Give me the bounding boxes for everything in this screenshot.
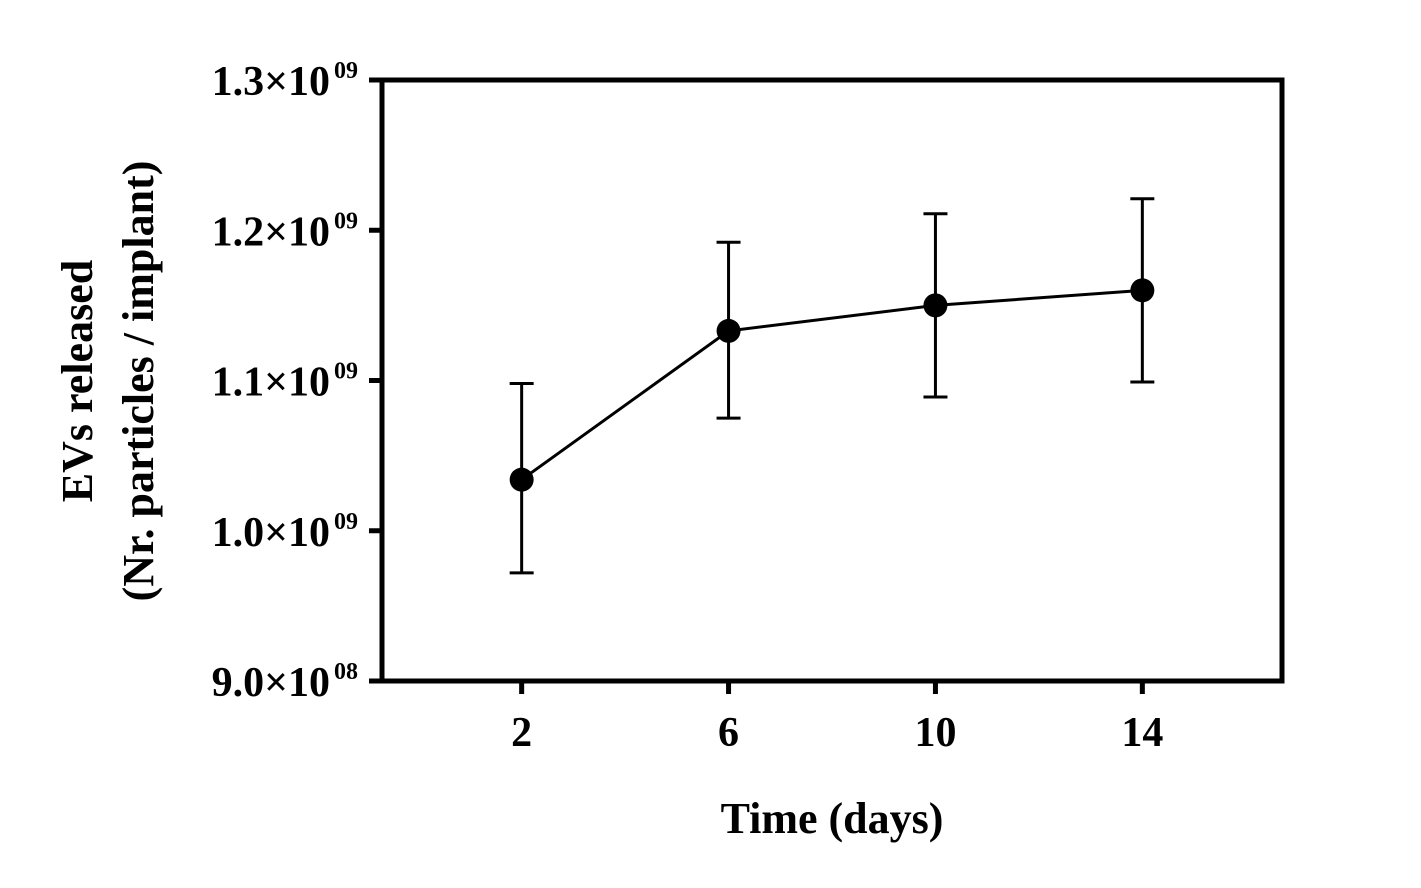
- y-tick-label-3: 1.2×10: [212, 209, 330, 255]
- series-line-0: [520, 288, 1143, 481]
- y-tick-exponent-0: 08: [334, 659, 358, 685]
- x-axis: 2 6 10 14: [511, 681, 1163, 756]
- x-tick-label-0: 2: [511, 710, 532, 756]
- x-tick-label-3: 14: [1121, 710, 1163, 756]
- x-axis-title: Time (days): [721, 794, 944, 843]
- data-point-1: [716, 318, 741, 343]
- y-tick-label-0: 9.0×10: [212, 660, 330, 706]
- data-point-2: [923, 293, 948, 318]
- y-tick-label-4: 1.3×10: [212, 59, 330, 105]
- data-point-0: [509, 467, 534, 492]
- y-tick-exponent-4: 09: [334, 58, 358, 84]
- data-series: [509, 197, 1155, 575]
- x-tick-label-1: 6: [718, 710, 739, 756]
- y-axis-title-line-1: EVs released: [53, 260, 102, 502]
- plot-frame: [379, 77, 1285, 684]
- x-tick-label-2: 10: [914, 710, 956, 756]
- y-axis-title-line-2: (Nr. particles / implant): [114, 161, 163, 602]
- y-tick-label-1: 1.0×10: [212, 510, 330, 556]
- y-tick-exponent-1: 09: [334, 509, 358, 535]
- y-tick-exponent-3: 09: [334, 208, 358, 234]
- y-axis: 9.0×10 081.0×10 091.1×10 091.2×10 091.3×10 09: [212, 58, 382, 706]
- data-point-3: [1130, 278, 1155, 303]
- y-tick-exponent-2: 09: [334, 359, 358, 385]
- y-tick-label-2: 1.1×10: [212, 360, 330, 406]
